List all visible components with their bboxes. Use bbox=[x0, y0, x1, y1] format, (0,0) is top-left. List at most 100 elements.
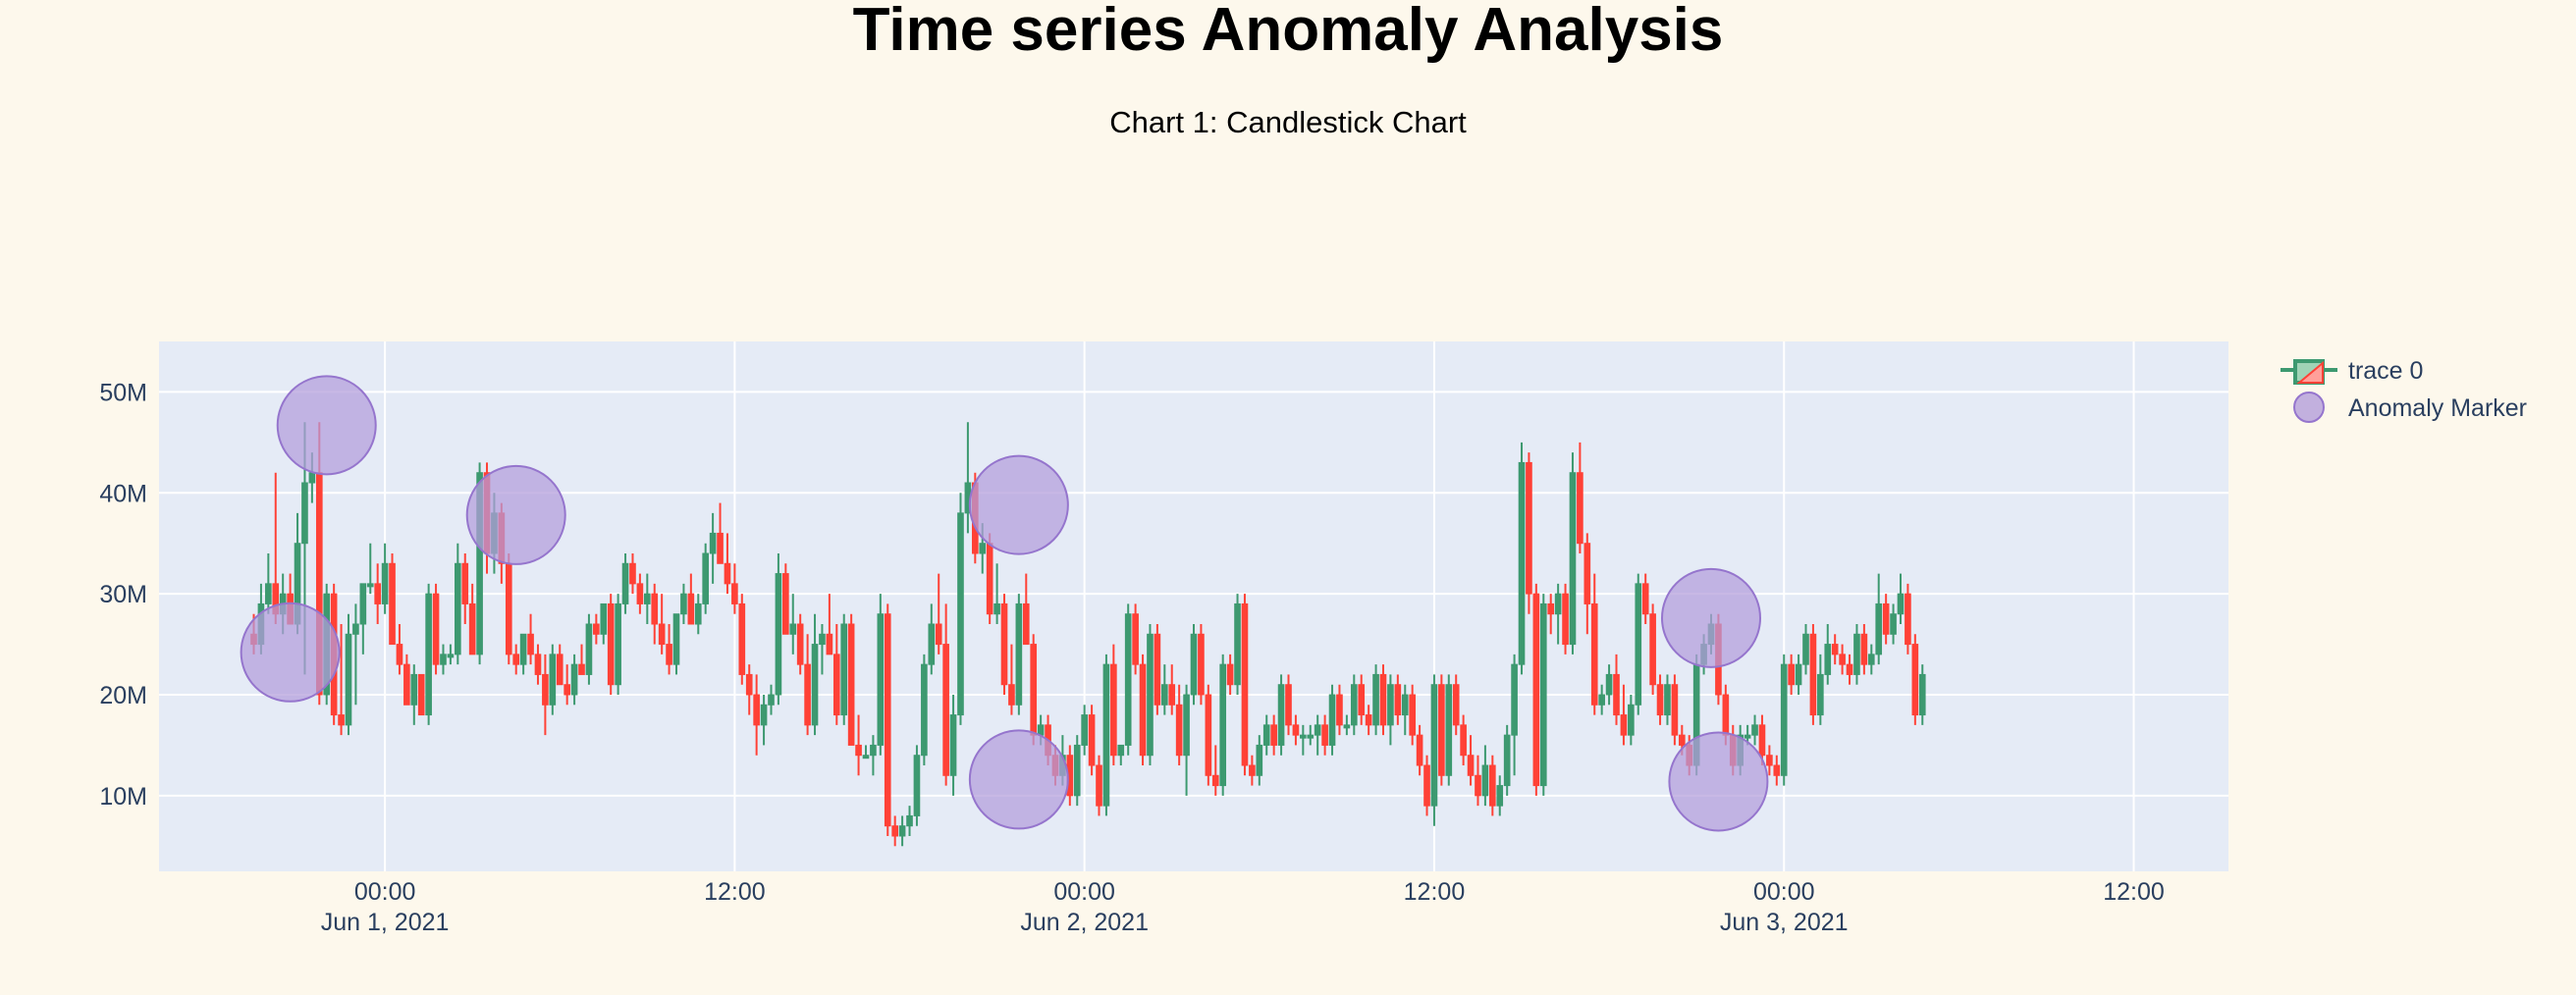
candlestick bbox=[702, 543, 710, 614]
candle-body bbox=[1795, 663, 1802, 686]
candlestick bbox=[1656, 674, 1664, 725]
candle-body bbox=[1496, 785, 1504, 807]
candle-body bbox=[338, 714, 345, 726]
legend-item-anomaly-marker[interactable]: Anomaly Marker bbox=[2293, 392, 2527, 423]
candle-body bbox=[396, 644, 403, 665]
candlestick bbox=[775, 553, 782, 706]
candle-body bbox=[1526, 461, 1532, 595]
candle-body bbox=[1081, 714, 1088, 746]
candlestick bbox=[1168, 664, 1176, 715]
candlestick bbox=[1918, 664, 1926, 725]
candle-body bbox=[819, 633, 826, 646]
candle-body bbox=[1183, 694, 1190, 757]
candlestick bbox=[949, 695, 957, 796]
candle-body bbox=[1620, 714, 1628, 736]
candle-body bbox=[884, 613, 891, 827]
candlestick bbox=[564, 664, 570, 706]
candlestick bbox=[345, 613, 352, 736]
candlestick bbox=[760, 695, 768, 746]
candlestick bbox=[1154, 624, 1161, 715]
candle-body bbox=[1307, 734, 1315, 739]
candle-body bbox=[702, 552, 710, 604]
candlestick bbox=[832, 624, 840, 725]
x-tick-label: 12:00 bbox=[704, 878, 766, 906]
anomaly-marker bbox=[465, 464, 566, 565]
candle-body bbox=[389, 562, 396, 646]
candlestick bbox=[542, 654, 549, 736]
candlestick bbox=[913, 745, 921, 826]
candlestick bbox=[1766, 745, 1773, 776]
candlestick bbox=[666, 624, 672, 675]
candle-body bbox=[1394, 684, 1402, 716]
candlestick bbox=[374, 563, 381, 624]
candlestick bbox=[1511, 654, 1518, 776]
candlestick bbox=[1839, 644, 1846, 675]
candle-body bbox=[1430, 684, 1438, 807]
candle-body bbox=[847, 623, 855, 746]
candlestick bbox=[1890, 603, 1897, 645]
x-tick-label: 00:00 bbox=[1753, 878, 1815, 906]
candle-body bbox=[811, 644, 819, 726]
candlestick bbox=[1598, 684, 1605, 715]
candle-body bbox=[476, 472, 483, 655]
candlestick bbox=[265, 553, 272, 614]
candle-body bbox=[505, 562, 512, 655]
candlestick bbox=[1372, 664, 1379, 736]
candlestick bbox=[782, 563, 789, 635]
candlestick bbox=[1824, 624, 1832, 685]
candle-body bbox=[1751, 724, 1758, 736]
candle-body bbox=[1124, 613, 1132, 746]
candle-body bbox=[410, 673, 418, 706]
candle-body bbox=[724, 562, 731, 585]
candle-body bbox=[1379, 673, 1387, 726]
candlestick bbox=[884, 603, 891, 836]
candle-body bbox=[1175, 704, 1183, 757]
candlestick bbox=[1664, 674, 1671, 725]
candle-body bbox=[1314, 724, 1321, 736]
candle-body bbox=[1321, 724, 1328, 746]
candle-body bbox=[1853, 633, 1860, 675]
candlestick bbox=[819, 624, 826, 675]
candle-body bbox=[891, 825, 898, 837]
anomaly-marker-swatch bbox=[2293, 392, 2325, 423]
candle-body bbox=[753, 694, 760, 726]
candlestick bbox=[615, 594, 621, 695]
candle-body bbox=[1780, 663, 1788, 776]
candle-body bbox=[1598, 694, 1605, 706]
candlestick bbox=[1256, 735, 1263, 786]
candlestick bbox=[1635, 573, 1642, 715]
candlestick bbox=[768, 684, 775, 715]
candlestick bbox=[534, 644, 542, 685]
candlestick bbox=[1211, 745, 1219, 796]
candlestick bbox=[1030, 634, 1038, 746]
candle-body bbox=[1744, 734, 1751, 739]
candle-body bbox=[1438, 684, 1445, 776]
candlestick bbox=[1831, 634, 1839, 665]
candle-body bbox=[1788, 663, 1795, 686]
x-tick-label: 00:00 bbox=[354, 878, 416, 906]
candle-body bbox=[468, 602, 476, 655]
candle-body bbox=[731, 583, 738, 604]
candlestick bbox=[403, 654, 410, 706]
candle-body bbox=[425, 593, 432, 716]
candle-body bbox=[1256, 744, 1263, 776]
candle-body bbox=[1562, 593, 1569, 646]
candle-body bbox=[1270, 724, 1277, 746]
candlestick bbox=[1641, 573, 1649, 624]
candlestick bbox=[1000, 594, 1008, 695]
candle-body bbox=[629, 562, 636, 585]
candle-body bbox=[1635, 583, 1642, 706]
candle-body bbox=[760, 704, 768, 726]
legend-item-trace-0[interactable]: trace 0 bbox=[2281, 357, 2423, 385]
candle-body bbox=[374, 583, 381, 604]
candlestick bbox=[1249, 755, 1256, 786]
candle-body bbox=[898, 825, 906, 837]
candle-body bbox=[1096, 764, 1102, 807]
candle-body bbox=[461, 562, 469, 604]
candlestick bbox=[694, 594, 702, 635]
candle-body bbox=[1817, 673, 1824, 716]
candle-body bbox=[1350, 684, 1358, 726]
candle-body bbox=[512, 654, 520, 665]
candle-body bbox=[862, 755, 870, 759]
